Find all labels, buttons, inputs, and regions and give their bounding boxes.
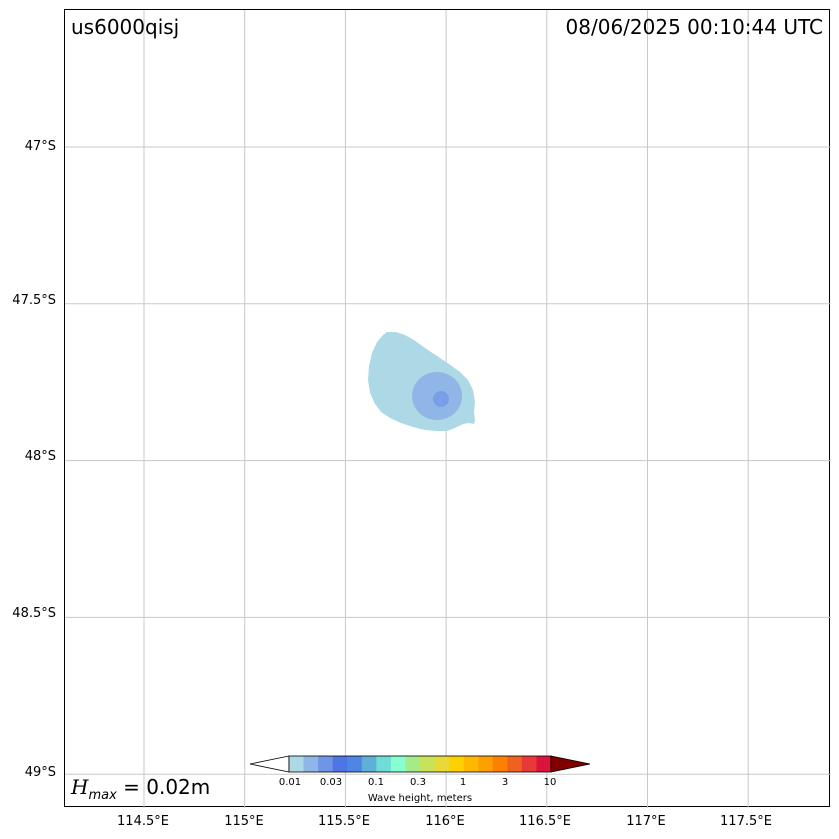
colorbar-tick-label: 3 xyxy=(501,777,509,788)
colorbar-segment xyxy=(361,756,377,772)
lat-tick-label: 48°S xyxy=(24,449,56,464)
colorbar-title: Wave height, meters xyxy=(367,793,473,804)
colorbar-segment xyxy=(536,756,552,772)
lon-tick-label: 117°E xyxy=(626,814,666,829)
map-panel[interactable] xyxy=(64,9,831,808)
wave-height-field xyxy=(368,332,475,431)
lon-tick-label: 116°E xyxy=(425,814,465,829)
colorbar-segment xyxy=(420,756,436,772)
event-timestamp: 08/06/2025 00:10:44 UTC xyxy=(565,15,823,39)
max-wave-height: Hmax = 0.02m xyxy=(71,775,210,803)
colorbar-segment xyxy=(434,756,450,772)
colorbar-tick-label: 0.01 xyxy=(278,777,302,788)
lat-tick-label: 48.5°S xyxy=(12,606,56,621)
hmax-subscript: max xyxy=(88,788,117,803)
colorbar-outline xyxy=(288,755,552,773)
colorbar-segment xyxy=(318,756,334,772)
lat-tick-label: 47°S xyxy=(24,139,56,154)
hmax-value: = 0.02m xyxy=(116,775,211,799)
colorbar-segment xyxy=(303,756,319,772)
colorbar-over-arrow xyxy=(550,755,591,773)
colorbar-tick-label: 0.3 xyxy=(410,777,426,788)
colorbar-segment xyxy=(332,756,348,772)
colorbar-segment xyxy=(347,756,363,772)
colorbar-segment xyxy=(463,756,479,772)
hmax-symbol: H xyxy=(71,775,89,799)
colorbar-segments xyxy=(289,756,552,772)
lon-tick-label: 115.5°E xyxy=(318,814,370,829)
colorbar-segment xyxy=(376,756,392,772)
colorbar-segment xyxy=(449,756,465,772)
lat-tick-label: 47.5°S xyxy=(12,293,56,308)
lat-tick-label: 49°S xyxy=(24,765,56,780)
colorbar-tick-label: 0.1 xyxy=(368,777,384,788)
lon-tick-label: 117.5°E xyxy=(720,814,772,829)
colorbar-segment xyxy=(521,756,537,772)
colorbar-segment xyxy=(478,756,494,772)
colorbar-tick-label: 0.03 xyxy=(319,777,343,788)
colorbar-tick-label: 1 xyxy=(459,777,467,788)
colorbar-tick-label: 10 xyxy=(543,777,557,788)
event-id: us6000qisj xyxy=(71,15,180,39)
colorbar-segment xyxy=(289,756,305,772)
colorbar-segment xyxy=(492,756,508,772)
colorbar-segment xyxy=(405,756,421,772)
map-canvas xyxy=(65,10,831,808)
lon-tick-label: 115°E xyxy=(224,814,264,829)
wave-contour-inner xyxy=(433,391,449,407)
colorbar-segment xyxy=(507,756,523,772)
grid-lines xyxy=(65,10,831,808)
lon-tick-label: 116.5°E xyxy=(519,814,571,829)
colorbar-under-arrow xyxy=(249,755,290,773)
lon-tick-label: 114.5°E xyxy=(117,814,169,829)
colorbar-segment xyxy=(390,756,406,772)
